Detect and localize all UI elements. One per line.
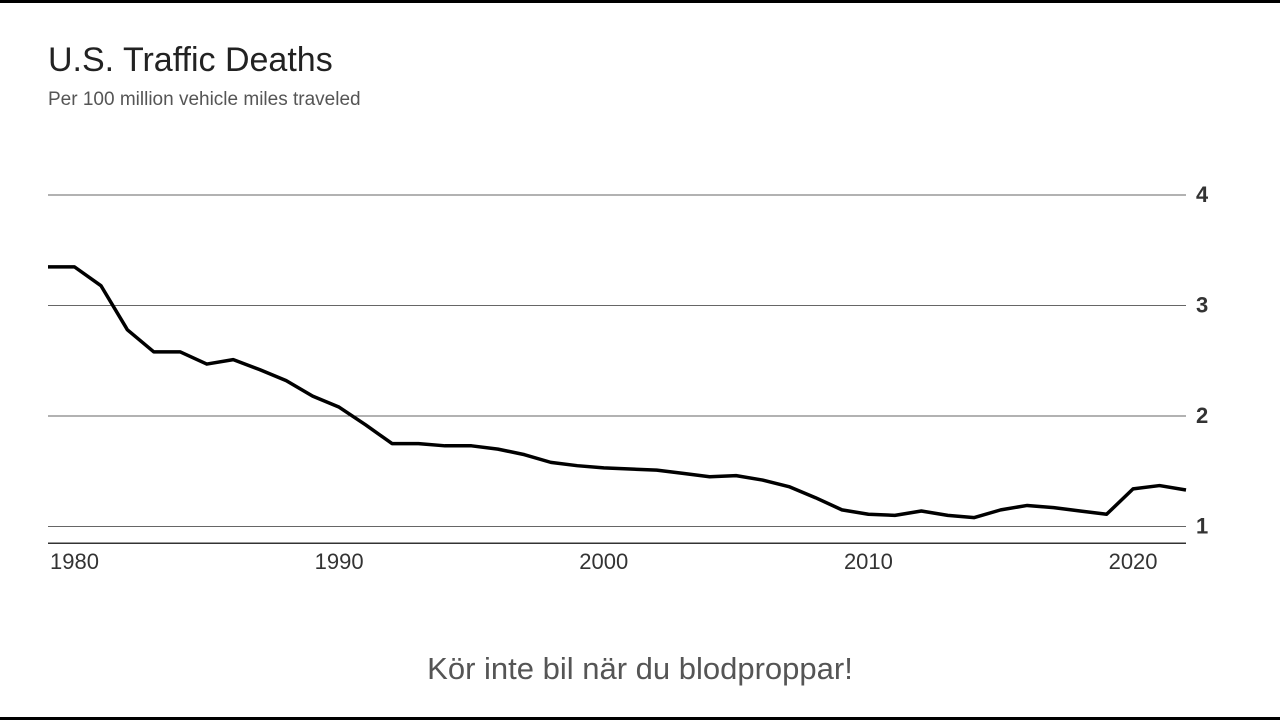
chart-title: U.S. Traffic Deaths bbox=[48, 41, 333, 80]
x-tick-label: 2000 bbox=[579, 549, 628, 573]
data-line bbox=[48, 267, 1186, 518]
x-tick-label: 2020 bbox=[1109, 549, 1158, 573]
x-tick-label: 1990 bbox=[315, 549, 364, 573]
line-chart: 1 2 3 4 1980 1990 2000 2010 2020 bbox=[48, 173, 1208, 573]
y-tick-label: 2 bbox=[1196, 403, 1208, 428]
y-tick-label: 3 bbox=[1196, 293, 1208, 318]
x-tick-label: 1980 bbox=[50, 549, 99, 573]
y-tick-label: 4 bbox=[1196, 182, 1208, 207]
chart-subtitle: Per 100 million vehicle miles traveled bbox=[48, 89, 361, 111]
y-tick-label: 1 bbox=[1196, 513, 1208, 538]
chart-frame: U.S. Traffic Deaths Per 100 million vehi… bbox=[0, 3, 1280, 717]
caption-text: Kör inte bil när du blodproppar! bbox=[0, 651, 1280, 687]
x-tick-label: 2010 bbox=[844, 549, 893, 573]
